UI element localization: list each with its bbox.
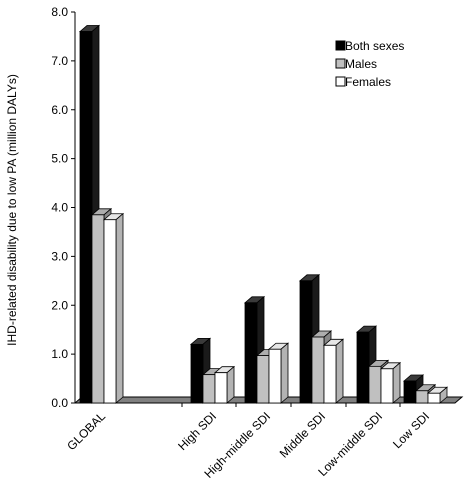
y-tick-label: 3.0 — [51, 249, 68, 263]
y-tick-label: 7.0 — [51, 54, 68, 68]
y-tick-label: 1.0 — [51, 347, 68, 361]
bar-females — [213, 365, 236, 404]
y-tick-label: 8.0 — [51, 5, 68, 19]
y-axis-label: IHD-related disability due to low PA (mi… — [5, 74, 19, 346]
legend-label-males: Males — [345, 57, 377, 71]
y-tick-label: 6.0 — [51, 103, 68, 117]
bar-females — [102, 212, 125, 404]
legend-swatch-males — [335, 58, 346, 69]
x-category-label: High SDI — [175, 409, 219, 453]
y-tick-label: 4.0 — [51, 201, 68, 215]
legend-label-females: Females — [345, 75, 391, 89]
bar-females — [426, 386, 449, 404]
legend-swatch-both-sexes — [335, 40, 346, 51]
x-category-label: GLOBAL — [64, 409, 108, 453]
x-category-label: Low SDI — [390, 409, 432, 451]
legend-label-both-sexes: Both sexes — [345, 39, 404, 53]
legend: Both sexes Males Females — [335, 39, 404, 89]
bar-females — [322, 338, 345, 404]
x-category-label: Middle SDI — [277, 409, 328, 460]
y-tick-label: 5.0 — [51, 152, 68, 166]
legend-swatch-females — [335, 76, 346, 87]
bar-females — [267, 342, 290, 404]
bar-females — [379, 361, 402, 404]
y-tick-label: 0.0 — [51, 396, 68, 410]
y-tick-label: 2.0 — [51, 298, 68, 312]
